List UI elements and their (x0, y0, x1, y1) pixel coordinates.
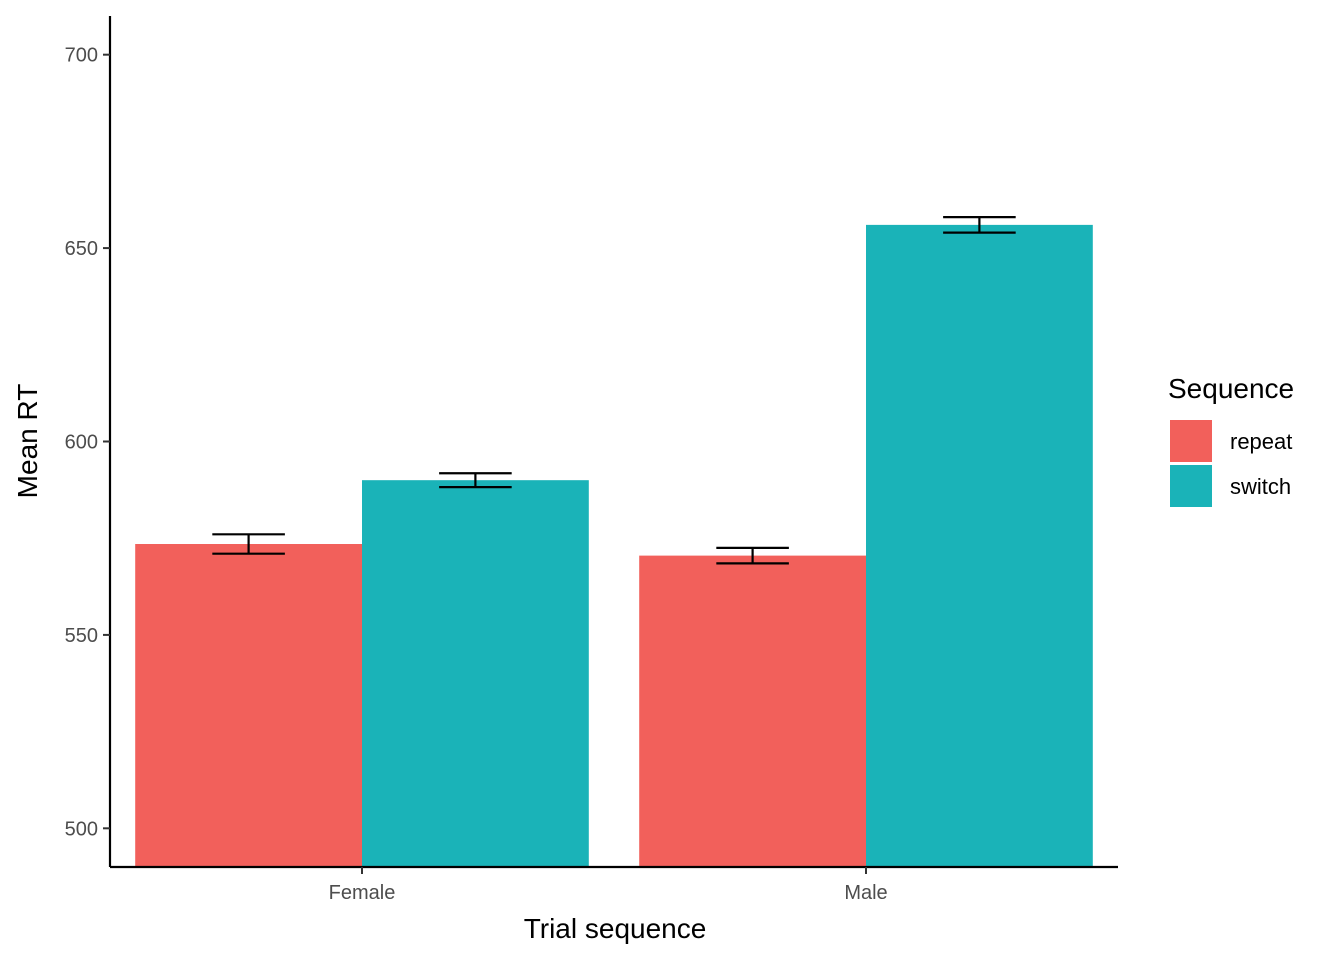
legend-items: repeat switch (1170, 420, 1292, 507)
y-tick-label: 600 (65, 432, 98, 454)
legend-label-repeat: repeat (1230, 429, 1292, 454)
bar-repeat-female (135, 544, 362, 867)
x-tick-label: Female (329, 882, 396, 904)
y-tick-label: 700 (65, 45, 98, 67)
legend-title: Sequence (1168, 373, 1294, 404)
error-bar-repeat-female (212, 533, 285, 555)
x-tick-label: Male (844, 882, 887, 904)
error-bars-layer (212, 216, 1016, 565)
legend-swatch-repeat (1170, 420, 1212, 462)
y-axis-title: Mean RT (12, 384, 43, 499)
y-tick-label: 650 (65, 238, 98, 260)
legend: Sequence repeat switch (1168, 373, 1294, 507)
bar-switch-male (866, 224, 1093, 867)
x-ticks: Female Male (329, 867, 888, 904)
y-ticks: 500 550 600 650 700 (65, 45, 110, 840)
error-bar-switch-female (439, 472, 512, 489)
x-axis-title: Trial sequence (524, 913, 707, 944)
y-tick-label: 500 (65, 818, 98, 840)
legend-label-switch: switch (1230, 474, 1291, 499)
bars-layer (135, 224, 1093, 867)
y-tick-label: 550 (65, 625, 98, 647)
bar-switch-female (362, 480, 589, 867)
bar-repeat-male (639, 555, 866, 867)
error-bar-repeat-male (716, 546, 789, 565)
legend-swatch-switch (1170, 465, 1212, 507)
error-bar-switch-male (943, 216, 1016, 234)
